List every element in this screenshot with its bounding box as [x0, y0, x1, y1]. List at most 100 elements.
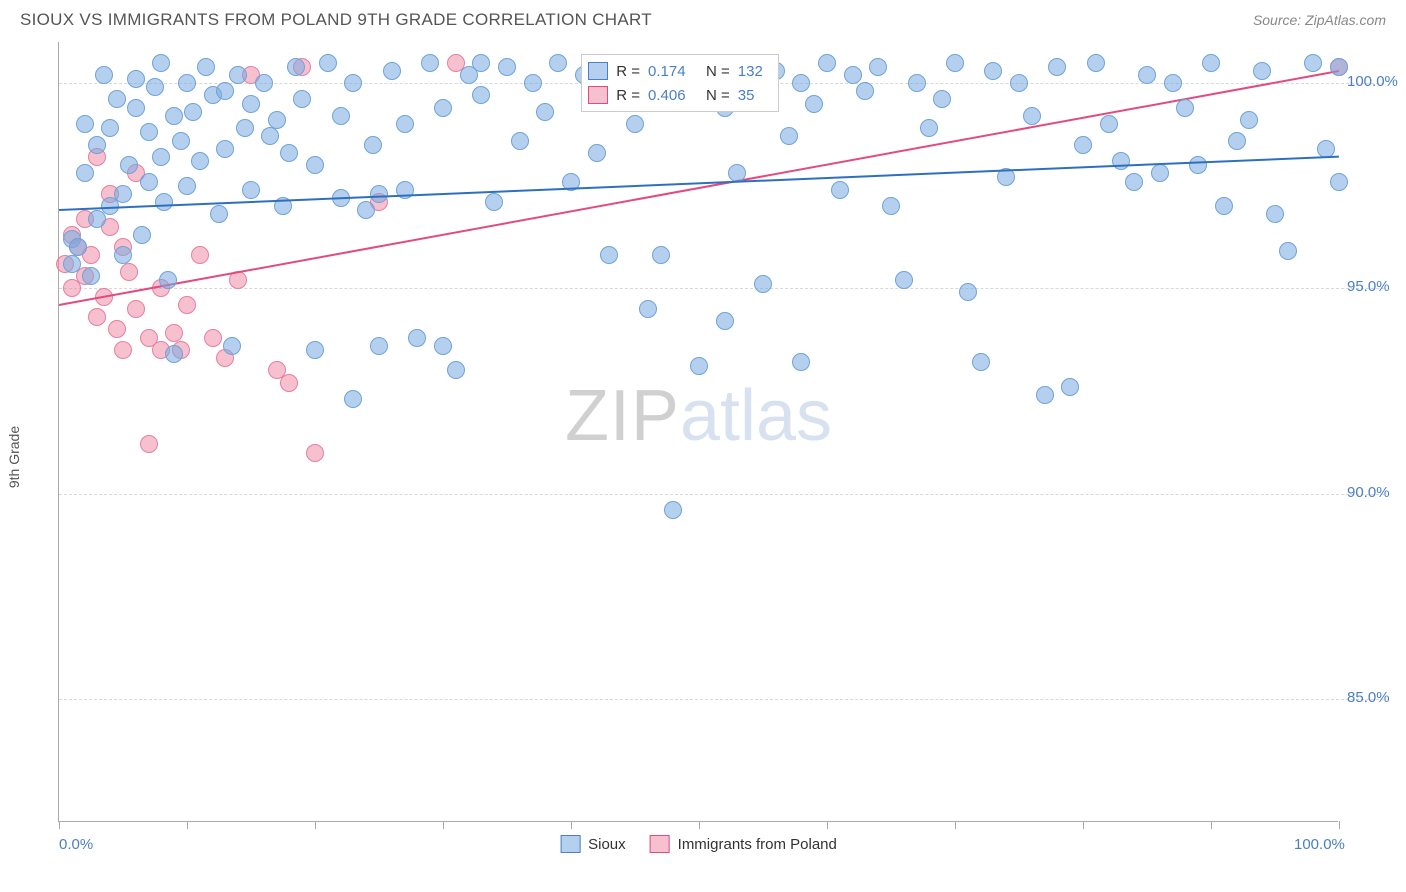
- legend-item-sioux: Sioux: [560, 835, 626, 853]
- sioux-point: [108, 90, 126, 108]
- sioux-point: [133, 226, 151, 244]
- sioux-point: [869, 58, 887, 76]
- sioux-point: [511, 132, 529, 150]
- stats-row-sioux: R =0.174N =132: [588, 59, 768, 83]
- sioux-point: [498, 58, 516, 76]
- sioux-point: [895, 271, 913, 289]
- sioux-point: [1330, 173, 1348, 191]
- sioux-point: [1240, 111, 1258, 129]
- sioux-point: [140, 123, 158, 141]
- sioux-point: [1036, 386, 1054, 404]
- sioux-point: [1023, 107, 1041, 125]
- x-tick: [59, 821, 60, 829]
- sioux-point: [255, 74, 273, 92]
- sioux-point: [370, 185, 388, 203]
- sioux-point: [165, 345, 183, 363]
- source-attribution: Source: ZipAtlas.com: [1253, 12, 1386, 28]
- sioux-legend-swatch: [560, 835, 580, 853]
- sioux-point: [690, 357, 708, 375]
- sioux-point: [588, 144, 606, 162]
- poland-point: [204, 329, 222, 347]
- plot-area: ZIPatlas 85.0%90.0%95.0%100.0%0.0%100.0%…: [58, 42, 1338, 822]
- sioux-point: [1074, 136, 1092, 154]
- sioux-point: [370, 337, 388, 355]
- sioux-point: [306, 156, 324, 174]
- sioux-swatch: [588, 62, 608, 80]
- sioux-point: [287, 58, 305, 76]
- sioux-point: [472, 86, 490, 104]
- sioux-legend-label: Sioux: [588, 836, 626, 853]
- poland-point: [165, 324, 183, 342]
- sioux-point: [165, 107, 183, 125]
- sioux-point: [76, 115, 94, 133]
- sioux-point: [1279, 242, 1297, 260]
- sioux-point: [178, 177, 196, 195]
- sioux-point: [421, 54, 439, 72]
- sioux-point: [408, 329, 426, 347]
- sioux-point: [114, 185, 132, 203]
- sioux-n-value: 132: [738, 63, 768, 80]
- sioux-point: [216, 82, 234, 100]
- x-tick-label: 0.0%: [59, 836, 93, 853]
- poland-point: [108, 320, 126, 338]
- sioux-point: [88, 136, 106, 154]
- x-tick: [187, 821, 188, 829]
- x-tick: [827, 821, 828, 829]
- x-tick: [699, 821, 700, 829]
- sioux-point: [293, 90, 311, 108]
- sioux-point: [140, 173, 158, 191]
- sioux-point: [229, 66, 247, 84]
- sioux-point: [933, 90, 951, 108]
- sioux-point: [242, 181, 260, 199]
- sioux-point: [319, 54, 337, 72]
- x-tick: [443, 821, 444, 829]
- sioux-point: [485, 193, 503, 211]
- sioux-point: [549, 54, 567, 72]
- poland-swatch: [588, 86, 608, 104]
- sioux-point: [280, 144, 298, 162]
- sioux-point: [447, 361, 465, 379]
- sioux-point: [396, 115, 414, 133]
- poland-point: [88, 308, 106, 326]
- sioux-point: [831, 181, 849, 199]
- sioux-point: [882, 197, 900, 215]
- stats-row-poland: R =0.406N =35: [588, 83, 768, 107]
- y-axis-label: 9th Grade: [6, 426, 22, 488]
- sioux-point: [236, 119, 254, 137]
- r-label: R =: [616, 87, 640, 104]
- sioux-point: [1138, 66, 1156, 84]
- poland-point: [306, 444, 324, 462]
- sioux-point: [856, 82, 874, 100]
- poland-r-value: 0.406: [648, 87, 698, 104]
- sioux-point: [357, 201, 375, 219]
- poland-point: [280, 374, 298, 392]
- sioux-point: [191, 152, 209, 170]
- sioux-point: [159, 271, 177, 289]
- watermark: ZIPatlas: [565, 375, 832, 457]
- sioux-point: [920, 119, 938, 137]
- sioux-point: [626, 115, 644, 133]
- poland-legend-label: Immigrants from Poland: [678, 836, 837, 853]
- n-label: N =: [706, 63, 730, 80]
- gridline: [59, 699, 1384, 700]
- gridline: [59, 494, 1384, 495]
- y-tick-label: 85.0%: [1347, 689, 1390, 706]
- sioux-point: [600, 246, 618, 264]
- sioux-point: [127, 99, 145, 117]
- sioux-point: [178, 74, 196, 92]
- sioux-point: [63, 255, 81, 273]
- x-tick-label: 100.0%: [1294, 836, 1345, 853]
- sioux-r-value: 0.174: [648, 63, 698, 80]
- x-tick: [955, 821, 956, 829]
- gridline: [59, 288, 1384, 289]
- sioux-point: [1202, 54, 1220, 72]
- sioux-point: [344, 390, 362, 408]
- sioux-point: [114, 246, 132, 264]
- sioux-point: [306, 341, 324, 359]
- sioux-point: [223, 337, 241, 355]
- sioux-point: [120, 156, 138, 174]
- sioux-point: [639, 300, 657, 318]
- sioux-point: [1100, 115, 1118, 133]
- stats-legend: R =0.174N =132R =0.406N =35: [581, 54, 779, 112]
- sioux-point: [664, 501, 682, 519]
